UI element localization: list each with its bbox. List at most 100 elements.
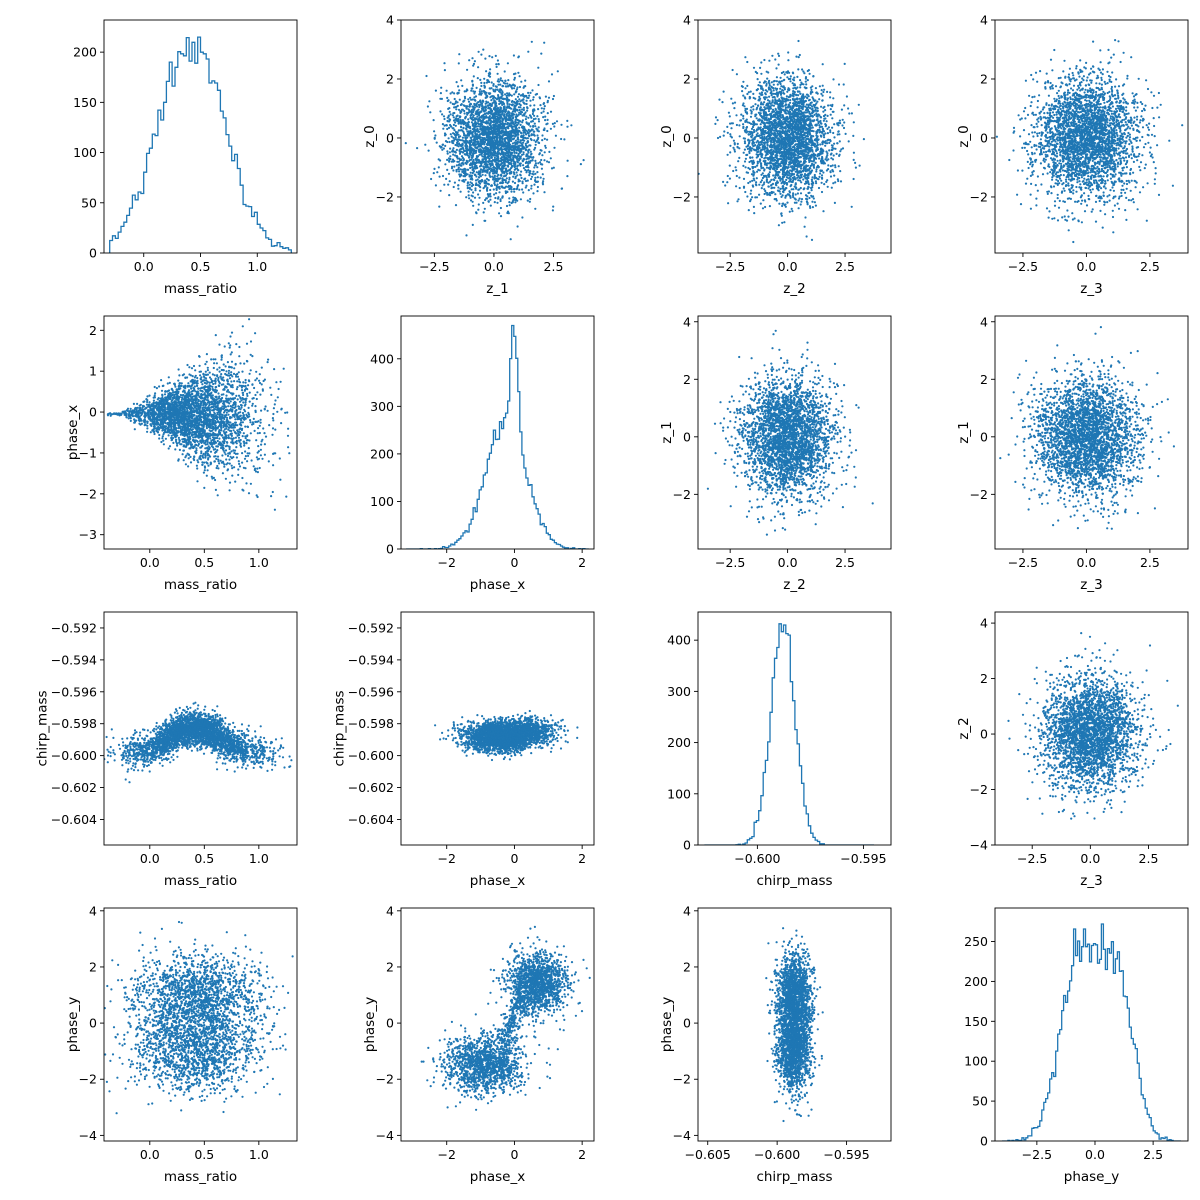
scatter-point — [792, 117, 795, 120]
scatter-point — [829, 91, 832, 94]
scatter-point — [521, 119, 525, 122]
scatter-point — [467, 190, 470, 193]
scatter-point — [487, 101, 490, 104]
scatter-point — [530, 156, 533, 159]
scatter-point — [760, 156, 764, 159]
scatter-point — [747, 142, 751, 145]
scatter-point — [804, 128, 807, 131]
x-tick-label: 0.5 — [191, 259, 211, 274]
scatter-point — [475, 86, 478, 89]
scatter-point — [524, 168, 527, 172]
scatter-point — [488, 55, 491, 58]
scatter-point — [483, 163, 486, 166]
scatter-point — [492, 83, 495, 86]
scatter-point — [512, 83, 515, 86]
scatter-point — [857, 103, 860, 106]
scatter-point — [488, 150, 491, 153]
scatter-point — [493, 193, 496, 196]
scatter-point — [472, 191, 475, 194]
scatter-point — [799, 192, 803, 195]
scatter-point — [546, 138, 549, 141]
scatter-point — [464, 178, 467, 181]
scatter-point — [467, 124, 470, 127]
scatter-point — [758, 95, 761, 98]
scatter-point — [480, 123, 483, 126]
scatter-point — [533, 139, 536, 142]
scatter-point — [495, 192, 498, 195]
scatter-point — [515, 151, 518, 155]
scatter-point — [463, 180, 466, 183]
scatter-point — [524, 118, 528, 121]
scatter-point — [802, 178, 805, 181]
scatter-point — [516, 137, 520, 140]
scatter-point — [507, 140, 511, 143]
scatter-point — [446, 99, 449, 103]
scatter-point — [738, 135, 741, 138]
x-axis-label: z_1 — [486, 281, 508, 297]
scatter-point — [484, 169, 487, 172]
scatter-point — [455, 164, 458, 167]
scatter-point — [534, 164, 538, 167]
scatter-point — [494, 54, 497, 58]
scatter-point — [817, 186, 821, 190]
scatter-point — [463, 112, 466, 115]
scatter-point — [495, 127, 498, 130]
scatter-point — [468, 159, 471, 162]
scatter-point — [502, 178, 505, 181]
scatter-point — [797, 199, 800, 202]
scatter-point — [506, 62, 509, 65]
scatter-point — [549, 157, 552, 160]
scatter-point — [536, 190, 539, 193]
scatter-point — [445, 89, 448, 92]
scatter-point — [754, 115, 757, 118]
scatter-point — [452, 139, 455, 142]
scatter-point — [471, 80, 474, 83]
scatter-point — [513, 141, 516, 144]
scatter-point — [780, 80, 783, 83]
scatter-point — [756, 78, 759, 81]
scatter-point — [472, 62, 476, 65]
scatter-point — [465, 128, 468, 131]
scatter-point — [514, 201, 517, 204]
scatter-point — [460, 103, 463, 106]
scatter-point — [461, 168, 464, 171]
scatter-point — [505, 113, 508, 116]
scatter-point — [470, 151, 473, 154]
scatter-point — [530, 40, 533, 43]
scatter-point — [445, 177, 448, 180]
scatter-point — [541, 183, 545, 186]
scatter-point — [508, 124, 511, 128]
scatter-point — [519, 151, 522, 154]
scatter-point — [454, 100, 458, 103]
scatter-point — [566, 175, 569, 178]
scatter-point — [482, 125, 485, 128]
scatter-point — [512, 121, 515, 124]
scatter-point — [505, 145, 508, 148]
scatter-point — [494, 167, 497, 170]
scatter-point — [533, 166, 536, 169]
scatter-point — [546, 160, 549, 163]
scatter-point — [755, 196, 759, 199]
scatter-point — [469, 131, 473, 134]
scatter-point — [501, 135, 504, 138]
scatter-point — [454, 124, 457, 127]
scatter-point — [525, 115, 528, 118]
scatter-point — [823, 88, 826, 91]
scatter-point — [829, 131, 832, 134]
scatter-point — [815, 112, 818, 115]
scatter-point — [457, 62, 460, 65]
scatter-point — [477, 120, 480, 123]
scatter-point — [823, 141, 826, 144]
scatter-point — [528, 135, 531, 138]
scatter-point — [459, 158, 462, 162]
scatter-point — [459, 110, 462, 113]
scatter-point — [478, 125, 482, 128]
scatter-point — [508, 187, 511, 190]
scatter-point — [501, 120, 504, 123]
scatter-point — [832, 154, 835, 157]
scatter-point — [511, 103, 514, 106]
scatter-point — [504, 93, 507, 96]
scatter-point — [793, 76, 796, 79]
scatter-point — [528, 172, 532, 175]
